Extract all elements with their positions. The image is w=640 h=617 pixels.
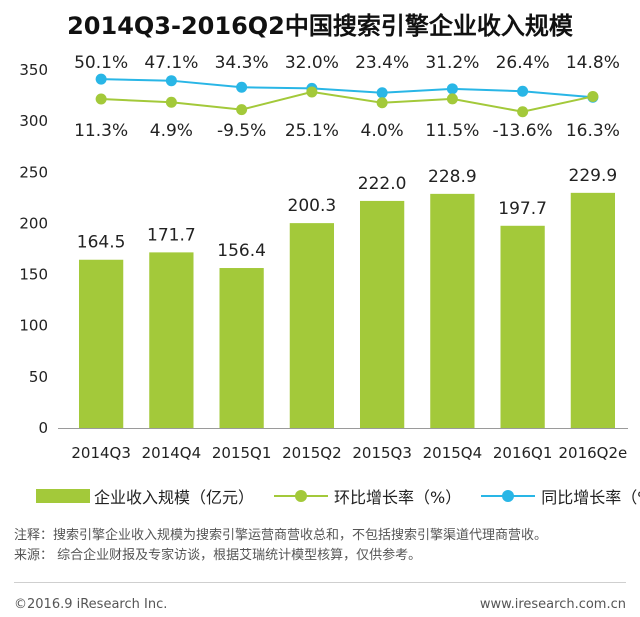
- qoq-point: [376, 97, 388, 109]
- yoy-value-label: 32.0%: [285, 53, 339, 73]
- y-tick-label: 0: [38, 419, 48, 437]
- qoq-point: [306, 86, 318, 98]
- yoy-point: [517, 85, 529, 97]
- qoq-value-label: -13.6%: [493, 121, 553, 141]
- x-tick-label: 2015Q1: [212, 444, 272, 462]
- yoy-point: [95, 73, 107, 85]
- legend-label-qoq: 环比增长率（%）: [334, 488, 462, 507]
- yoy-point: [165, 75, 177, 87]
- legend-label-revenue: 企业收入规模（亿元）: [94, 488, 255, 507]
- note-text: 注释：搜索引擎企业收入规模为搜索引擎运营商营收总和，不包括搜索引擎渠道代理商营收…: [14, 528, 548, 543]
- bar-value-label: 171.7: [147, 225, 196, 245]
- qoq-point: [236, 104, 248, 116]
- qoq-point: [95, 93, 107, 105]
- notes: 注释：搜索引擎企业收入规模为搜索引擎运营商营收总和，不包括搜索引擎渠道代理商营收…: [14, 526, 547, 566]
- legend-item-qoq: 环比增长率（%）: [274, 484, 461, 508]
- x-tick-label: 2014Q4: [142, 444, 202, 462]
- x-tick-label: 2015Q3: [352, 444, 412, 462]
- qoq-value-label: 11.3%: [74, 121, 128, 141]
- chart-title: 2014Q3-2016Q2中国搜索引擎企业收入规模: [67, 12, 573, 40]
- yoy-value-label: 14.8%: [566, 53, 620, 73]
- legend-item-yoy: 同比增长率（%）: [481, 484, 640, 508]
- x-tick-label: 2016Q1: [493, 444, 553, 462]
- bar: [570, 192, 616, 428]
- qoq-value-label: 11.5%: [425, 121, 479, 141]
- qoq-point: [165, 96, 177, 108]
- x-tick-label: 2015Q2: [282, 444, 342, 462]
- legend-swatch-yoy: [481, 490, 536, 502]
- legend-swatch-revenue: [36, 489, 90, 503]
- qoq-point: [587, 90, 599, 102]
- y-tick-label: 100: [19, 317, 48, 335]
- qoq-value-label: 4.0%: [361, 121, 404, 141]
- qoq-value-label: -9.5%: [217, 121, 266, 141]
- bar-value-label: 200.3: [288, 196, 337, 216]
- x-tick-label: 2015Q4: [423, 444, 483, 462]
- legend-item-revenue: 企业收入规模（亿元）: [36, 484, 254, 508]
- qoq-point: [517, 106, 529, 118]
- y-tick-label: 150: [19, 266, 48, 284]
- qoq-line: [101, 90, 594, 113]
- qoq-value-label: 16.3%: [566, 121, 620, 141]
- yoy-value-label: 26.4%: [496, 53, 550, 73]
- chart-canvas: 0 50 100 150 200 250 300 350 164.5 171.7 156.4 200.…: [19, 53, 628, 462]
- yoy-value-label: 34.3%: [215, 53, 269, 73]
- bar-value-label: 229.9: [569, 166, 618, 186]
- bar-value-label: 164.5: [77, 233, 126, 253]
- qoq-point: [446, 93, 458, 105]
- legend-label-yoy: 同比增长率（%）: [541, 488, 640, 507]
- yoy-point: [376, 87, 388, 99]
- y-tick-label: 50: [29, 368, 48, 386]
- yoy-value-label: 47.1%: [144, 53, 198, 73]
- qoq-value-label: 4.9%: [150, 121, 193, 141]
- bar: [430, 193, 475, 428]
- yoy-point: [446, 83, 458, 95]
- legend-swatch-qoq: [274, 490, 329, 502]
- yoy-point: [236, 81, 248, 93]
- footer-divider: [14, 582, 626, 583]
- bar-value-label: 228.9: [428, 167, 477, 187]
- bar-value-label: 156.4: [217, 241, 266, 261]
- yoy-value-label: 31.2%: [425, 53, 479, 73]
- x-tick-label: 2014Q3: [71, 444, 131, 462]
- footer-copyright: ©2016.9 iResearch Inc.: [14, 597, 168, 612]
- y-tick-label: 250: [19, 163, 48, 181]
- bar: [219, 268, 264, 428]
- legend: 企业收入规模（亿元） 环比增长率（%） 同比增长率（%）: [36, 484, 640, 508]
- bar: [78, 259, 124, 428]
- yoy-value-label: 23.4%: [355, 53, 409, 73]
- bar: [500, 225, 545, 428]
- bar-value-label: 222.0: [358, 174, 407, 194]
- x-tick-label: 2016Q2e: [558, 444, 627, 462]
- yoy-line: [101, 78, 593, 99]
- y-tick-label: 200: [19, 214, 48, 232]
- bar: [289, 223, 335, 428]
- bar-value-label: 197.7: [498, 199, 547, 219]
- bar: [359, 200, 405, 428]
- y-tick-label: 300: [19, 112, 48, 130]
- qoq-value-label: 25.1%: [285, 121, 339, 141]
- footer-website[interactable]: www.iresearch.com.cn: [479, 597, 626, 612]
- source-text: 来源： 综合企业财报及专家访谈，根据艾瑞统计模型核算，仅供参考。: [14, 548, 422, 563]
- bar: [149, 252, 194, 428]
- yoy-value-label: 50.1%: [74, 53, 128, 73]
- y-tick-label: 350: [19, 61, 48, 79]
